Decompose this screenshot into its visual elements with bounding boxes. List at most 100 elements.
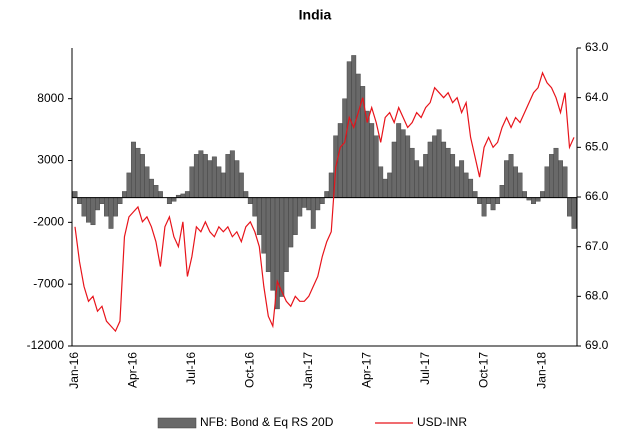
- bar: [265, 197, 271, 273]
- x-tick-label: Jan-17: [301, 352, 315, 389]
- y2-tick-label: 68.0: [585, 289, 609, 303]
- bar: [481, 197, 487, 217]
- bar: [562, 166, 568, 198]
- bar: [180, 193, 186, 198]
- bar: [486, 197, 492, 205]
- bar: [243, 191, 249, 198]
- bar: [472, 191, 478, 198]
- bar: [432, 135, 438, 198]
- bar: [445, 147, 451, 198]
- bar: [459, 160, 465, 198]
- bar: [463, 172, 469, 198]
- bar: [540, 191, 545, 198]
- line: [74, 71, 575, 333]
- bar: [436, 129, 442, 198]
- bar: [72, 191, 78, 198]
- bar: [378, 166, 384, 198]
- bar: [130, 141, 136, 198]
- bar: [99, 197, 105, 205]
- y2-tick-label: 63.0: [585, 40, 609, 54]
- bar: [202, 154, 208, 198]
- bar: [95, 197, 100, 211]
- bar: [229, 150, 235, 198]
- bar: [544, 166, 550, 198]
- bar: [148, 178, 154, 198]
- bar: [216, 166, 222, 198]
- bar: [211, 156, 217, 198]
- bar: [292, 197, 298, 235]
- bar: [337, 123, 343, 198]
- bar: [198, 150, 204, 198]
- bar: [495, 197, 501, 205]
- bar: [283, 197, 289, 273]
- y-tick-label: -2000: [33, 215, 64, 229]
- bar: [189, 166, 195, 198]
- bar: [342, 98, 348, 198]
- bar: [297, 197, 303, 217]
- bar: [477, 197, 483, 205]
- bar: [90, 197, 96, 226]
- bar: [387, 172, 393, 198]
- bar: [508, 154, 514, 198]
- bar: [86, 197, 91, 223]
- bar: [261, 197, 267, 254]
- bar: [319, 197, 325, 205]
- x-tick-label: Jan-18: [535, 352, 549, 389]
- legend-label: USD-INR: [417, 415, 467, 429]
- bar: [391, 141, 397, 198]
- y2-tick-label: 65.0: [585, 140, 609, 154]
- bar: [567, 197, 572, 217]
- bar: [513, 166, 519, 198]
- bar: [153, 185, 159, 198]
- x-tick-label: Jul-16: [184, 352, 198, 385]
- legend-swatch: [157, 417, 197, 429]
- y-tick-label: 8000: [37, 91, 64, 105]
- bar: [369, 123, 375, 198]
- bar: [382, 178, 388, 198]
- bar: [184, 191, 190, 198]
- bar: [270, 197, 276, 291]
- x-tick-label: Apr-16: [126, 352, 140, 388]
- bar: [499, 185, 505, 198]
- bar: [166, 197, 172, 205]
- bar: [549, 154, 554, 198]
- bar: [135, 147, 141, 198]
- bar: [346, 61, 352, 198]
- bar: [225, 154, 231, 198]
- x-tick-label: Oct-17: [476, 352, 490, 388]
- bar: [427, 141, 433, 198]
- bar: [328, 172, 334, 198]
- bar: [553, 147, 559, 198]
- bar: [234, 160, 240, 198]
- y-tick-label: 3000: [37, 153, 64, 167]
- bar: [450, 154, 456, 198]
- x-tick-label: Apr-17: [359, 352, 373, 388]
- bar: [122, 191, 127, 198]
- bar: [409, 147, 415, 198]
- bar: [288, 197, 294, 248]
- bar: [315, 197, 321, 211]
- bar: [306, 197, 312, 211]
- y2-tick-label: 69.0: [585, 338, 609, 352]
- x-tick-label: Oct-16: [242, 352, 256, 388]
- bar: [104, 197, 109, 217]
- bar: [301, 197, 307, 208]
- bar: [247, 197, 253, 205]
- bar: [113, 197, 118, 217]
- bar: [364, 110, 370, 198]
- bar: [324, 191, 330, 198]
- bar: [126, 172, 132, 198]
- bar: [193, 154, 199, 198]
- y2-tick-label: 67.0: [585, 239, 609, 253]
- chart-title: India: [299, 7, 332, 23]
- bar: [355, 73, 361, 198]
- bar: [400, 129, 406, 198]
- bar: [117, 197, 123, 205]
- bar: [504, 160, 510, 198]
- bar: [252, 197, 258, 217]
- x-tick-label: Jul-17: [418, 352, 432, 385]
- bar: [468, 178, 474, 198]
- bar: [77, 197, 82, 205]
- bar: [535, 197, 541, 202]
